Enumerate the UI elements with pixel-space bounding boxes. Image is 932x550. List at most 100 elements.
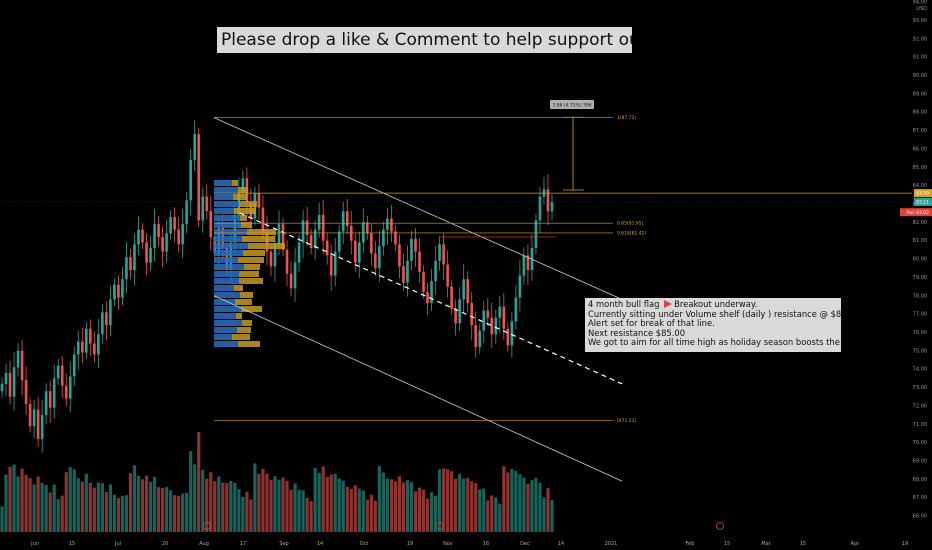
x-tick-label: 19 (902, 541, 908, 547)
volume-bar (458, 473, 462, 532)
price-tag (900, 208, 932, 217)
profile-bar-buy (214, 201, 239, 207)
volume-bar (514, 470, 518, 532)
candle-body (378, 246, 381, 269)
volume-bar (68, 467, 72, 532)
volume-bar (281, 477, 285, 532)
x-tick-label: 20 (162, 541, 168, 547)
note-line-2: Currently sitting under Volume shelf (da… (588, 308, 841, 319)
volume-profile (214, 180, 285, 347)
volume-bar (546, 488, 550, 532)
candle-body (482, 310, 486, 331)
volume-bar (442, 468, 446, 532)
candle-body (442, 244, 445, 265)
y-tick-label: 85.00 (913, 165, 927, 171)
volume-bar (193, 464, 197, 532)
candle-body (105, 312, 108, 326)
profile-bar-sell (247, 229, 276, 235)
y-tick-label: 87.00 (913, 128, 927, 134)
candle-body (60, 365, 64, 386)
candle-body (153, 224, 156, 248)
volume-bar (450, 471, 454, 532)
candle-body (20, 350, 24, 381)
candle-body (446, 264, 449, 287)
candle-body (161, 236, 164, 252)
candle-body (309, 235, 313, 248)
candles (0, 120, 554, 453)
volume-bar (253, 463, 257, 532)
volume-bar (502, 466, 506, 532)
candle-body (32, 409, 36, 427)
candle-body (177, 229, 180, 245)
fib-level-label: 1(87.72) (617, 115, 637, 121)
volume-bar (425, 498, 430, 532)
candle-body (301, 220, 305, 243)
candle-body (426, 292, 429, 304)
candle-body (72, 354, 76, 377)
profile-bar-buy (214, 285, 234, 291)
volume-bar (269, 479, 273, 532)
volume-bar (534, 478, 538, 532)
candle-body (85, 328, 88, 353)
x-tick-label: Apr (851, 541, 861, 547)
volume-bar (152, 476, 157, 532)
volume-bar (421, 489, 426, 532)
volume-bar (84, 473, 88, 532)
profile-bar-buy (214, 306, 241, 312)
y-tick-label: 71.00 (913, 422, 927, 428)
volume-bar (341, 480, 345, 532)
volume-bar (140, 479, 145, 532)
profile-bar-buy (214, 257, 238, 263)
volume-bar (261, 468, 265, 532)
candle-body (149, 247, 152, 263)
y-tick-label: 79.00 (913, 275, 927, 281)
volume-bar (36, 476, 40, 532)
volume-bar (482, 488, 486, 532)
candle-body (494, 317, 498, 335)
candle-body (329, 255, 333, 276)
x-tick-label: 14 (317, 541, 323, 547)
volume-bar (189, 451, 193, 532)
profile-bar-sell (237, 327, 251, 333)
candle-body (273, 244, 277, 267)
candle-body (341, 211, 345, 232)
candle-body (337, 231, 341, 252)
volume-bar (273, 476, 277, 532)
y-tick-label: 76.00 (913, 330, 927, 336)
candle-body (64, 385, 68, 399)
volume-bar (437, 469, 442, 532)
candle-body (402, 266, 405, 283)
volume-bar (136, 475, 141, 532)
volume-bar (124, 495, 129, 532)
candle-body (406, 260, 409, 283)
volume-bar (413, 491, 418, 532)
volume-bar (20, 468, 24, 532)
y-tick-label: 91.00 (913, 55, 927, 61)
profile-bar-buy (214, 299, 235, 305)
volume-bar (297, 489, 301, 532)
volume-bar (108, 484, 112, 532)
profile-bar-buy (214, 313, 236, 319)
profile-bar-buy (214, 243, 248, 249)
volume-bar (156, 487, 161, 532)
price-tag-label: 83.11 (916, 200, 929, 206)
price-tag (914, 197, 932, 206)
volume-bar (309, 501, 313, 532)
volume-bar (56, 499, 60, 532)
volume-bar (446, 469, 450, 532)
candle-body (68, 376, 72, 399)
volume-bar (197, 432, 201, 532)
volume-bar (16, 476, 20, 532)
y-tick-label: 67.00 (913, 495, 927, 501)
annotation-note[interactable]: 4 month bull flag Breakout underway. Cur… (585, 298, 841, 352)
candle-body (97, 334, 100, 355)
y-tick-label: 84.00 (913, 183, 927, 189)
candle-body (101, 312, 104, 335)
volume-bar (217, 476, 221, 532)
volume-bar (285, 480, 289, 532)
volume-bar (313, 468, 317, 532)
profile-bar-sell (242, 236, 275, 242)
candle-body (281, 224, 285, 250)
x-tick-label: 17 (240, 541, 246, 547)
